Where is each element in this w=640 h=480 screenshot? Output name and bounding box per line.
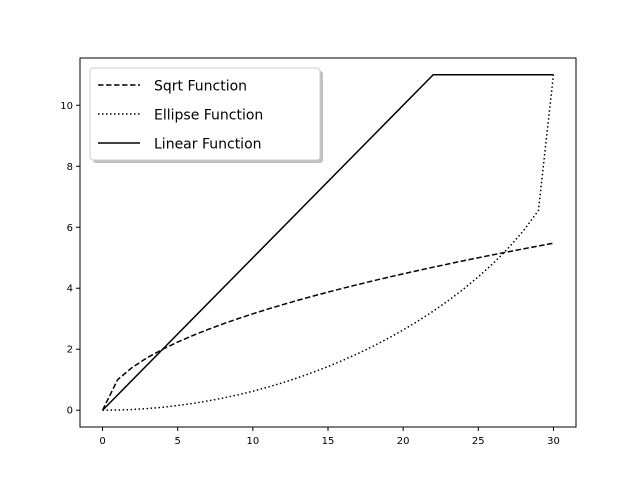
y-tick-label: 8 — [67, 162, 73, 173]
legend-label-1: Ellipse Function — [154, 108, 263, 124]
legend-label-2: Linear Function — [154, 137, 262, 153]
legend-box — [89, 67, 321, 161]
x-tick-label: 5 — [175, 436, 181, 447]
x-tick-label: 0 — [99, 436, 105, 447]
y-tick-label: 0 — [67, 406, 73, 417]
legend: Sqrt Function Ellipse Function Linear Func… — [89, 67, 323, 163]
y-tick-label: 6 — [67, 223, 73, 234]
y-axis: 0 2 4 6 8 10 — [60, 101, 80, 417]
series-line-0 — [101, 242, 554, 411]
series-line-2 — [102, 74, 554, 411]
x-tick-label: 10 — [246, 436, 259, 447]
x-axis: 0 5 10 15 20 25 30 — [99, 427, 560, 447]
x-tick-label: 20 — [397, 436, 410, 447]
y-tick-label: 10 — [60, 101, 73, 112]
x-tick-label: 30 — [547, 436, 560, 447]
y-tick-label: 4 — [67, 284, 73, 295]
series-lines — [101, 74, 555, 411]
x-tick-label: 15 — [322, 436, 335, 447]
legend-label-0: Sqrt Function — [154, 79, 247, 95]
x-tick-label: 25 — [472, 436, 485, 447]
y-tick-label: 2 — [67, 345, 73, 356]
